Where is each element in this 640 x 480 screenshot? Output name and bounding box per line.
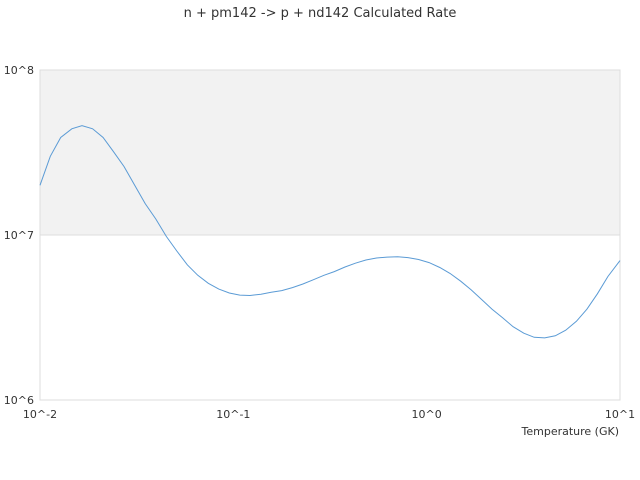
chart-title: n + pm142 -> p + nd142 Calculated Rate xyxy=(184,6,457,21)
plot-frame xyxy=(39,69,621,401)
y-tick-label: 10^7 xyxy=(4,229,34,242)
x-tick-label: 10^0 xyxy=(412,408,442,421)
x-tick-label: 10^-1 xyxy=(216,408,250,421)
x-tick-label: 10^-2 xyxy=(23,408,57,421)
y-tick-label: 10^8 xyxy=(4,64,34,77)
x-axis-ticks: 10^-2 10^-1 10^0 10^1 xyxy=(23,408,635,421)
x-tick-label: 10^1 xyxy=(605,408,635,421)
y-tick-label: 10^6 xyxy=(4,394,34,407)
series-line xyxy=(39,125,621,339)
series-group xyxy=(39,125,621,339)
shaded-band xyxy=(40,70,620,235)
y-axis-ticks: 10^6 10^7 10^8 xyxy=(4,64,34,407)
x-axis-label: Temperature (GK) xyxy=(521,425,620,438)
